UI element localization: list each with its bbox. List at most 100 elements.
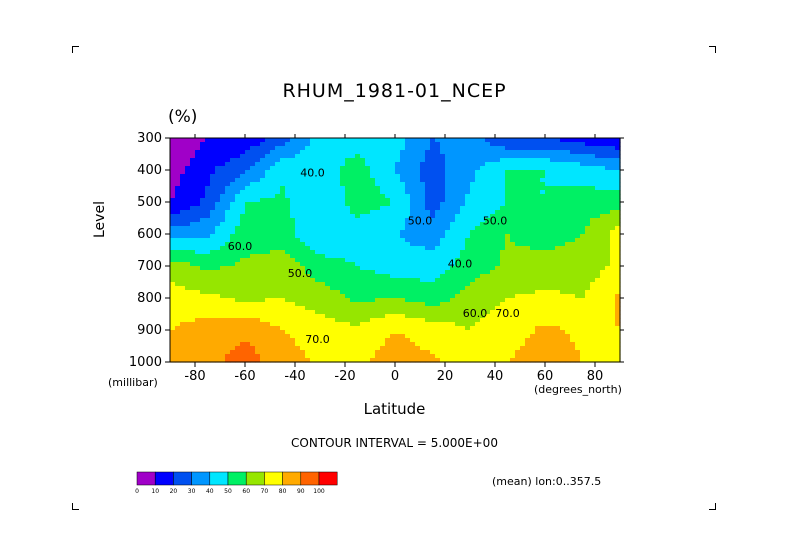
field-cell: [425, 222, 431, 227]
field-cell: [505, 338, 511, 343]
field-cell: [395, 330, 401, 335]
field-cell: [390, 346, 396, 351]
field-cell: [510, 174, 516, 179]
field-cell: [200, 282, 206, 287]
field-cell: [355, 294, 361, 299]
field-cell: [505, 298, 511, 303]
field-cell: [585, 146, 591, 151]
field-cell: [370, 330, 376, 335]
field-cell: [460, 354, 466, 359]
field-cell: [525, 182, 531, 187]
field-cell: [180, 310, 186, 315]
field-cell: [610, 318, 616, 323]
field-cell: [495, 202, 501, 207]
field-cell: [450, 206, 456, 211]
field-cell: [575, 266, 581, 271]
field-cell: [615, 318, 621, 323]
field-cell: [525, 286, 531, 291]
field-cell: [345, 266, 351, 271]
field-cell: [520, 306, 526, 311]
field-cell: [265, 310, 271, 315]
field-cell: [585, 170, 591, 175]
field-cell: [560, 206, 566, 211]
field-cell: [365, 162, 371, 167]
field-cell: [475, 162, 481, 167]
field-cell: [260, 162, 266, 167]
field-cell: [370, 178, 376, 183]
field-cell: [180, 246, 186, 251]
field-cell: [440, 162, 446, 167]
field-cell: [385, 290, 391, 295]
field-cell: [460, 138, 466, 143]
field-cell: [200, 210, 206, 215]
field-cell: [375, 186, 381, 191]
field-cell: [485, 266, 491, 271]
field-cell: [595, 182, 601, 187]
field-cell: [220, 258, 226, 263]
field-cell: [550, 354, 556, 359]
field-cell: [195, 170, 201, 175]
field-cell: [355, 254, 361, 259]
field-cell: [240, 346, 246, 351]
field-cell: [395, 238, 401, 243]
field-cell: [315, 210, 321, 215]
field-cell: [255, 298, 261, 303]
field-cell: [365, 194, 371, 199]
field-cell: [615, 206, 621, 211]
field-cell: [230, 334, 236, 339]
field-cell: [525, 262, 531, 267]
field-cell: [280, 262, 286, 267]
field-cell: [305, 274, 311, 279]
field-cell: [545, 266, 551, 271]
field-cell: [490, 338, 496, 343]
field-cell: [485, 278, 491, 283]
field-cell: [270, 190, 276, 195]
field-cell: [245, 306, 251, 311]
field-cell: [380, 186, 386, 191]
field-cell: [555, 186, 561, 191]
field-cell: [410, 150, 416, 155]
field-cell: [500, 230, 506, 235]
field-cell: [395, 182, 401, 187]
field-cell: [260, 262, 266, 267]
field-cell: [285, 354, 291, 359]
field-cell: [275, 206, 281, 211]
field-cell: [340, 254, 346, 259]
field-cell: [270, 350, 276, 355]
field-cell: [505, 154, 511, 159]
field-cell: [325, 334, 331, 339]
field-cell: [250, 254, 256, 259]
field-cell: [370, 342, 376, 347]
field-cell: [435, 302, 441, 307]
field-cell: [445, 202, 451, 207]
field-cell: [425, 306, 431, 311]
field-cell: [560, 198, 566, 203]
field-cell: [335, 230, 341, 235]
field-cell: [215, 310, 221, 315]
field-cell: [465, 350, 471, 355]
field-cell: [555, 346, 561, 351]
field-cell: [460, 162, 466, 167]
field-cell: [295, 298, 301, 303]
field-cell: [425, 290, 431, 295]
field-cell: [310, 234, 316, 239]
field-cell: [255, 138, 261, 143]
field-cell: [175, 194, 181, 199]
field-cell: [250, 146, 256, 151]
field-cell: [565, 266, 571, 271]
field-cell: [215, 262, 221, 267]
field-cell: [605, 182, 611, 187]
field-cell: [300, 158, 306, 163]
field-cell: [185, 326, 191, 331]
field-cell: [195, 138, 201, 143]
field-cell: [405, 306, 411, 311]
field-cell: [180, 270, 186, 275]
field-cell: [260, 306, 266, 311]
field-cell: [185, 146, 191, 151]
field-cell: [580, 346, 586, 351]
field-cell: [615, 218, 621, 223]
field-cell: [480, 146, 486, 151]
field-cell: [260, 274, 266, 279]
field-cell: [450, 226, 456, 231]
field-cell: [320, 142, 326, 147]
